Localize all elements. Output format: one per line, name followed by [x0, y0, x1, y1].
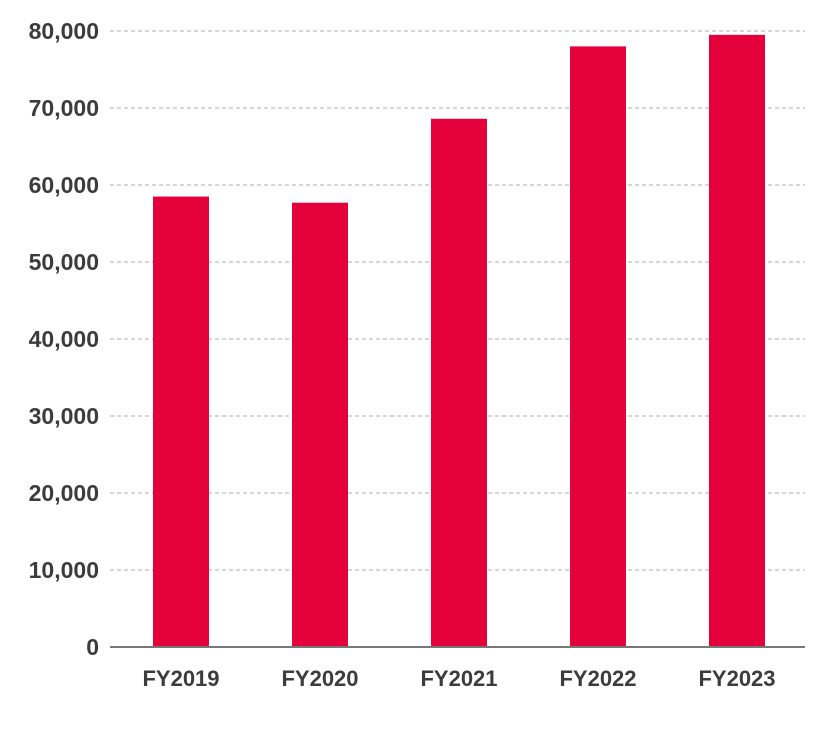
- y-tick-label: 80,000: [29, 18, 99, 44]
- y-tick-label: 20,000: [29, 480, 99, 506]
- y-tick-label: 30,000: [29, 403, 99, 429]
- x-axis-tick-labels: FY2019 FY2020 FY2021 FY2022 FY2023: [142, 666, 775, 691]
- x-tick-label: FY2022: [559, 666, 636, 691]
- y-axis-tick-labels: 0 10,000 20,000 30,000 40,000 50,000 60,000 70,…: [29, 18, 99, 660]
- bar-fy2021: [431, 118, 487, 647]
- bar-fy2020: [292, 202, 348, 647]
- x-tick-label: FY2021: [420, 666, 497, 691]
- y-tick-label: 10,000: [29, 557, 99, 583]
- x-tick-label: FY2019: [142, 666, 219, 691]
- gridlines: [110, 30, 805, 571]
- y-tick-label: 70,000: [29, 95, 99, 121]
- bar-fy2019: [153, 196, 209, 648]
- x-tick-label: FY2020: [281, 666, 358, 691]
- y-tick-label: 40,000: [29, 326, 99, 352]
- bars: [153, 34, 765, 648]
- y-tick-label: 0: [86, 634, 99, 660]
- bar-fy2022: [570, 46, 626, 647]
- y-tick-label: 60,000: [29, 172, 99, 198]
- y-tick-label: 50,000: [29, 249, 99, 275]
- x-tick-label: FY2023: [698, 666, 775, 691]
- bar-fy2023: [709, 34, 765, 648]
